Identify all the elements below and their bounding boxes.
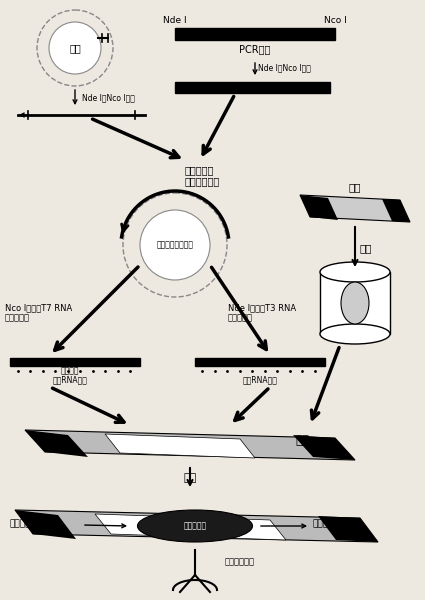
Text: 含插入片段的质粒: 含插入片段的质粒 — [156, 241, 193, 250]
Polygon shape — [318, 516, 378, 542]
Text: 连接，筛选
得到阳性菌落: 连接，筛选 得到阳性菌落 — [185, 165, 220, 187]
Ellipse shape — [138, 510, 252, 542]
Text: 反义RNA探针: 反义RNA探针 — [53, 375, 88, 384]
Polygon shape — [25, 430, 88, 457]
Text: 处理: 处理 — [360, 243, 372, 253]
Text: 无色底物: 无色底物 — [10, 520, 31, 529]
Text: 紫色沉淠: 紫色沉淠 — [313, 520, 334, 529]
Text: 检测: 检测 — [183, 473, 197, 483]
Ellipse shape — [320, 324, 390, 344]
Circle shape — [49, 22, 101, 74]
Polygon shape — [95, 514, 286, 540]
Text: 拥片: 拥片 — [349, 182, 361, 192]
FancyBboxPatch shape — [195, 358, 325, 366]
Text: 载体: 载体 — [69, 43, 81, 53]
Text: 碱性磷酸酶: 碱性磷酸酶 — [184, 521, 207, 530]
FancyBboxPatch shape — [320, 272, 390, 334]
Ellipse shape — [320, 262, 390, 282]
Polygon shape — [300, 195, 410, 222]
Polygon shape — [105, 434, 255, 458]
Text: Nde I、Nco I酶切: Nde I、Nco I酶切 — [258, 64, 311, 73]
FancyBboxPatch shape — [175, 28, 335, 40]
Circle shape — [140, 210, 210, 280]
Polygon shape — [300, 195, 338, 220]
Text: 聚合酶标记: 聚合酶标记 — [228, 313, 253, 323]
Text: PCR产物: PCR产物 — [239, 44, 271, 54]
Polygon shape — [382, 199, 410, 222]
Ellipse shape — [341, 282, 369, 324]
Text: 抗地高子抗体: 抗地高子抗体 — [225, 557, 255, 566]
Text: Nde I、Nco I酶切: Nde I、Nco I酶切 — [82, 94, 135, 103]
FancyBboxPatch shape — [175, 82, 330, 93]
Text: 递义标记: 递义标记 — [61, 366, 79, 375]
Polygon shape — [25, 430, 355, 460]
Polygon shape — [293, 435, 355, 460]
Text: Nde I酶切，T3 RNA: Nde I酶切，T3 RNA — [228, 304, 296, 313]
Polygon shape — [15, 510, 76, 539]
Text: Nco I酶切，T7 RNA: Nco I酶切，T7 RNA — [5, 304, 72, 313]
FancyBboxPatch shape — [10, 358, 140, 366]
Text: Nco I: Nco I — [323, 16, 346, 25]
Text: 杂交: 杂交 — [295, 433, 309, 446]
Polygon shape — [15, 510, 378, 542]
Text: Nde I: Nde I — [163, 16, 187, 25]
Text: 聚合酶标记: 聚合酶标记 — [5, 313, 30, 323]
Text: 反义RNA探针: 反义RNA探针 — [243, 375, 278, 384]
